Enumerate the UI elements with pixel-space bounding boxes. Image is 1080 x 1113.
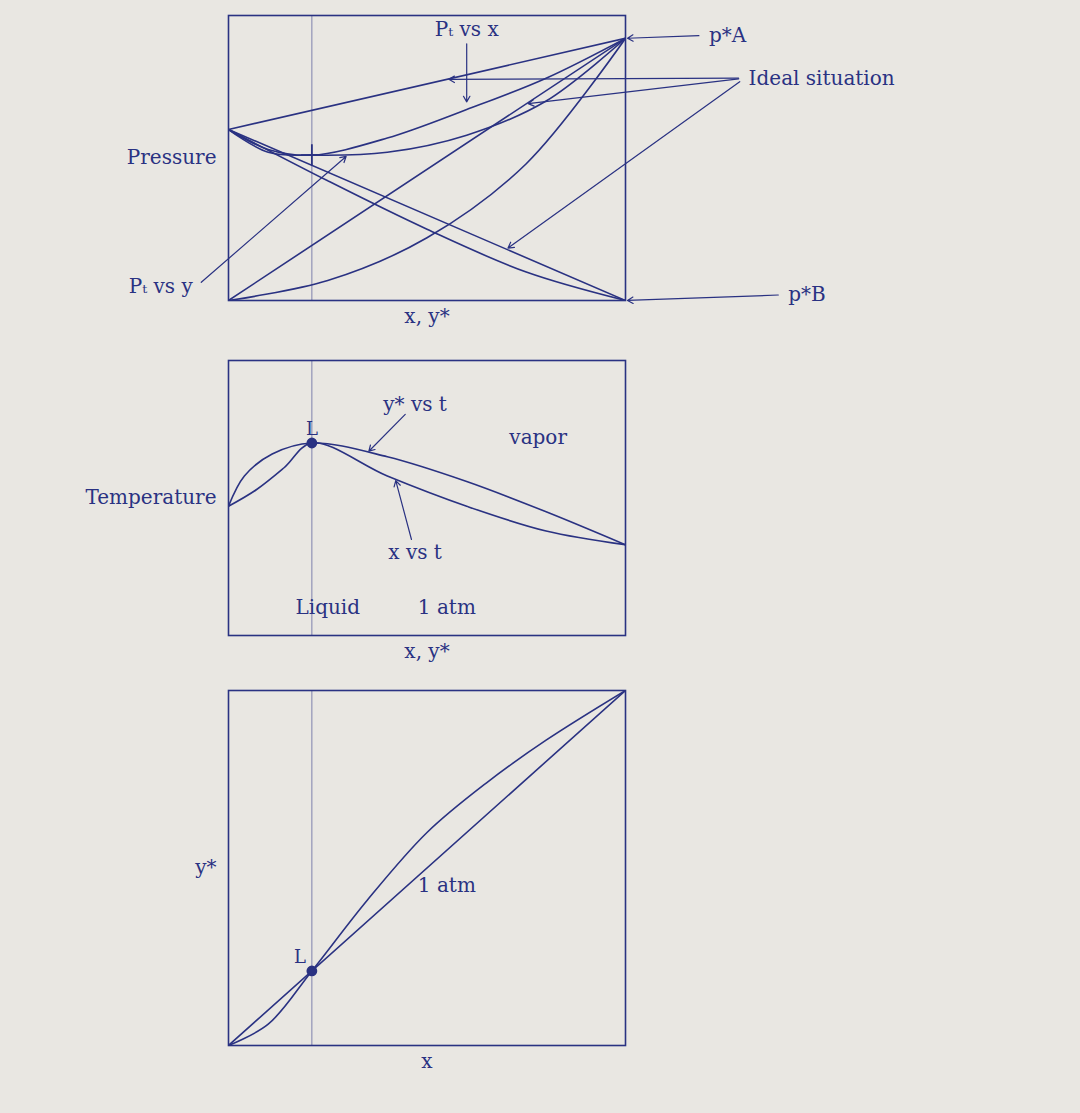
svg-text:vapor: vapor xyxy=(508,425,567,449)
svg-text:Temperature: Temperature xyxy=(85,485,216,509)
svg-text:Liquid: Liquid xyxy=(295,595,360,619)
svg-text:1 atm: 1 atm xyxy=(418,873,476,897)
svg-text:x vs t: x vs t xyxy=(388,540,442,564)
svg-text:Pₜ vs x: Pₜ vs x xyxy=(435,17,500,41)
svg-text:x, y*: x, y* xyxy=(404,639,449,663)
svg-text:Pₜ vs y: Pₜ vs y xyxy=(129,274,194,298)
svg-text:x: x xyxy=(421,1049,433,1073)
svg-text:y*: y* xyxy=(194,855,216,879)
svg-text:L: L xyxy=(294,946,306,967)
svg-text:p*B: p*B xyxy=(788,282,826,306)
svg-text:L: L xyxy=(306,418,318,439)
svg-text:p*A: p*A xyxy=(709,23,747,47)
svg-text:y* vs t: y* vs t xyxy=(382,392,447,416)
svg-text:1 atm: 1 atm xyxy=(418,595,476,619)
svg-text:Ideal situation: Ideal situation xyxy=(749,66,895,90)
svg-text:Pressure: Pressure xyxy=(127,145,217,169)
svg-text:x, y*: x, y* xyxy=(404,304,449,328)
